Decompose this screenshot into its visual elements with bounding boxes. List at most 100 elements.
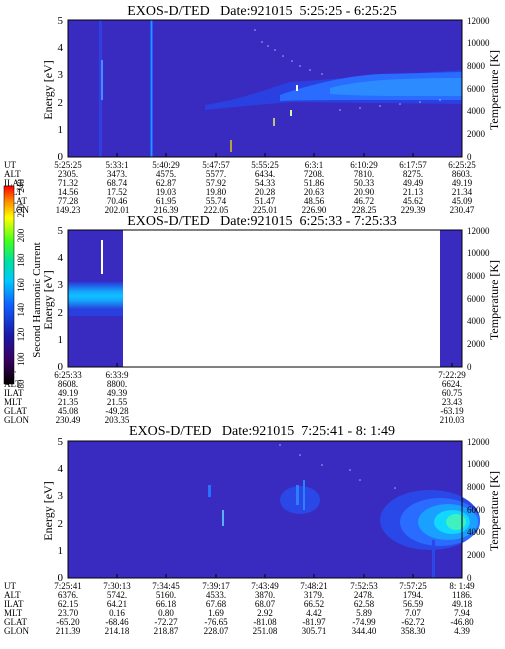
panel-3-cell: 1.69 (208, 608, 224, 618)
panel-3-ytick-0: 0 (58, 572, 64, 584)
panel-3-cell: 7.94 (454, 608, 470, 618)
colorbar-tick: 140 (16, 303, 26, 317)
panel-2-title: EXOS-D/TED Date:921015 6:25:33 - 7:25:33 (127, 214, 396, 229)
panel-3-row-label: GLAT (4, 617, 27, 627)
panel-2-row-label: ILAT (4, 388, 24, 398)
panel-3-cell: 358.30 (401, 626, 426, 636)
panel-2-ytick-3: 3 (58, 279, 64, 291)
panel-3-rtick-0: 0 (467, 573, 472, 583)
panel-1-ytick-1: 1 (58, 124, 64, 136)
panel-3-cell: 5160. (156, 590, 176, 600)
panel-1-cell: 62.87 (156, 178, 177, 188)
panel-3-cell: 228.07 (204, 626, 229, 636)
panel-1-cell: 6:3:1 (305, 160, 324, 170)
panel-1-cell: 46.72 (354, 196, 374, 206)
panel-1-cell: 5:55:25 (251, 160, 279, 170)
panel-3-cell: 5.89 (356, 608, 372, 618)
panel-1-cell: 5:25:25 (54, 160, 82, 170)
colorbar-tick: 80 (16, 379, 26, 389)
panel-2-row-label: GLON (4, 415, 29, 425)
panel-1: EXOS-D/TED Date:921015 5:25:25 - 6:25:25 (4, 4, 501, 215)
panel-3-cell: 23.70 (58, 608, 79, 618)
panel-3-ylabel-right: Temperature [K] (487, 471, 501, 551)
panel-1-cell: 20.28 (255, 187, 276, 197)
panel-1-cell: 202.01 (105, 205, 130, 215)
panel-1-cell: 228.25 (352, 205, 377, 215)
panel-2: EXOS-D/TED Date:921015 6:25:33 - 7:25:33… (4, 214, 501, 425)
panel-3-cell: 67.68 (206, 599, 227, 609)
panel-3-rtick-4: 8000 (467, 482, 486, 492)
panel-1-rtick-6: 12000 (467, 16, 490, 26)
panel-3-cell: 68.07 (255, 599, 276, 609)
panel-3-cell: -81.08 (253, 617, 277, 627)
panel-3-cell: 344.40 (352, 626, 377, 636)
panel-1-cell: 6434. (255, 169, 275, 179)
panel-1-cell: 21.13 (403, 187, 424, 197)
panel-3-title: EXOS-D/TED Date:921015 7:25:41 - 8: 1:49 (129, 424, 395, 439)
panel-1-left-axis: 0 1 2 3 4 5 Energy [eV] (41, 15, 64, 163)
panel-3-row-label: ALT (4, 590, 21, 600)
panel-2-cell: 210.03 (440, 415, 465, 425)
panel-1-cell: 20.63 (304, 187, 325, 197)
panel-2-cell: 8800. (107, 379, 127, 389)
panel-1-rtick-2: 4000 (467, 106, 486, 116)
panel-1-right-axis: 0 2000 4000 6000 8000 10000 12000 Temper… (467, 16, 501, 162)
panel-2-cell: 21.35 (58, 397, 79, 407)
panel-1-cell: 5:47:57 (202, 160, 230, 170)
panel-3-cell: -81.97 (302, 617, 326, 627)
panel-3-cell: 6376. (58, 590, 78, 600)
panel-3-cell: 64.21 (107, 599, 127, 609)
panel-3-cell: 8: 1:49 (449, 581, 475, 591)
panel-2-ytick-4: 4 (58, 252, 64, 264)
panel-1-band-inner (330, 78, 462, 96)
panel-1-cell: 225.01 (253, 205, 278, 215)
colorbar-gradient (3, 185, 15, 385)
panel-1-cell: 19.03 (156, 187, 177, 197)
panel-2-ytick-1: 1 (58, 334, 64, 346)
panel-1-cell: 6:17:57 (399, 160, 427, 170)
panel-2-left-axis: 0 1 2 3 4 5 Energy [eV] (41, 225, 64, 373)
panel-2-cell: 8608. (58, 379, 78, 389)
panel-3-ytick-3: 3 (58, 490, 64, 502)
panel-1-row-label: UT (4, 160, 16, 170)
panel-3-cell: 7:34:45 (152, 581, 180, 591)
panel-3-row-label: UT (4, 581, 16, 591)
panel-1-cell: 77.28 (58, 196, 79, 206)
panel-2-row-label: GLAT (4, 406, 27, 416)
panel-2-cell: 203.35 (105, 415, 130, 425)
panel-2-rtick-5: 10000 (467, 248, 490, 258)
panel-3-hot-spot (446, 514, 466, 530)
colorbar-tick: 180 (16, 253, 26, 267)
panel-2-cell: 21.55 (107, 397, 128, 407)
colorbar: 80 100 120 140 160 180 200 220 240 Second Harmon… (3, 179, 43, 389)
panel-1-cell: 5:33:1 (105, 160, 128, 170)
panel-3-cell: 7:43:49 (251, 581, 279, 591)
panel-1-rtick-5: 10000 (467, 38, 490, 48)
colorbar-tick: 120 (16, 327, 26, 341)
panel-3-cell: 4.39 (454, 626, 470, 636)
panel-3-cell: 3179. (304, 590, 324, 600)
panel-1-cell: 230.47 (450, 205, 475, 215)
panel-3-cell: 251.08 (253, 626, 278, 636)
panel-2-ytick-2: 2 (58, 307, 64, 319)
panel-1-cell: 49.19 (452, 178, 473, 188)
panel-2-cell: -49.28 (105, 406, 129, 416)
panel-3-cell: 1186. (452, 590, 472, 600)
panel-3-cell: -76.65 (204, 617, 228, 627)
panel-3-rtick-6: 12000 (467, 437, 490, 447)
panel-3-ytick-1: 1 (58, 545, 64, 557)
panel-3-cell: 214.18 (105, 626, 130, 636)
panel-3-cell: 2.92 (257, 608, 273, 618)
panel-1-cell: 21.34 (452, 187, 473, 197)
panel-1-cell: 48.56 (304, 196, 325, 206)
panel-3-cell: 5742. (107, 590, 127, 600)
panel-2-data-block-right (440, 230, 462, 367)
panel-3-cell: 7:30:13 (103, 581, 131, 591)
panel-3: EXOS-D/TED Date:921015 7:25:41 - 8: 1:49… (4, 424, 501, 636)
panel-1-ytick-4: 4 (58, 42, 64, 54)
panel-1-cell: 20.90 (354, 187, 375, 197)
panel-3-ytick-4: 4 (58, 463, 64, 475)
panel-1-cell: 55.74 (206, 196, 227, 206)
panel-3-left-axis: 0 1 2 3 4 5 Energy [eV] (41, 436, 64, 584)
